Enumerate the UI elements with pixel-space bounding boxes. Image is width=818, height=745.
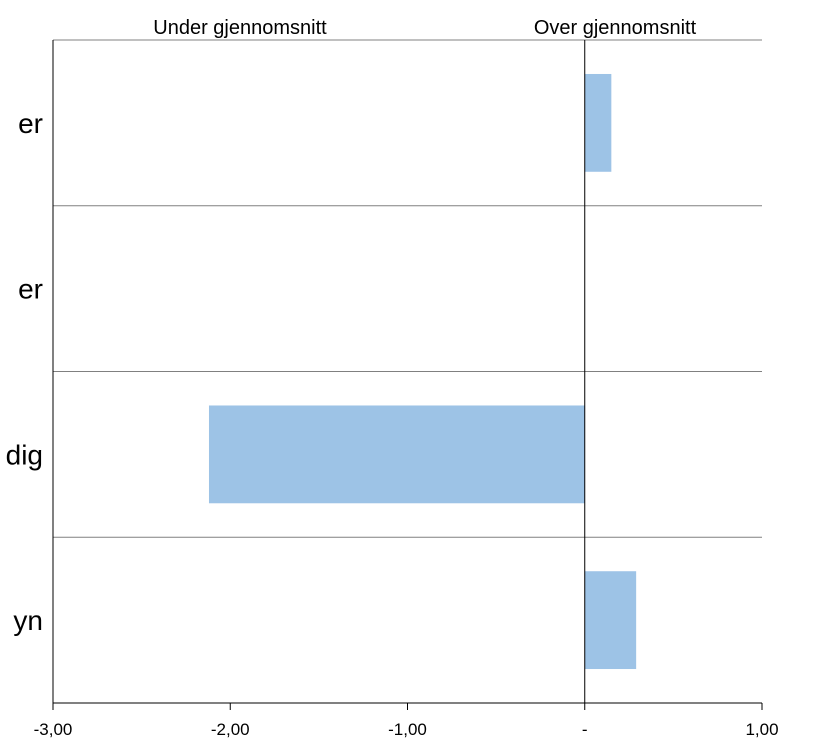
x-tick-label: -3,00 xyxy=(34,720,73,739)
category-label: dig xyxy=(6,439,43,470)
x-ticks: -3,00 -2,00 -1,00-1,00 xyxy=(34,703,779,739)
x-tick-label: - xyxy=(582,720,588,739)
x-tick-label: -2,00 xyxy=(211,720,250,739)
gridlines xyxy=(53,39,762,538)
header-over-average: Over gjennomsnitt xyxy=(534,17,697,39)
category-label: er xyxy=(18,108,43,139)
bar xyxy=(208,405,585,504)
bar xyxy=(584,73,612,172)
x-tick-label: 1,00 xyxy=(745,720,778,739)
header-under-average: Under gjennomsnitt xyxy=(153,17,327,39)
x-tick-label: -1,00 xyxy=(388,720,427,739)
category-label: yn xyxy=(13,605,43,636)
category-labels: er er dig yn xyxy=(6,108,43,636)
category-label: er xyxy=(18,274,43,305)
bars xyxy=(208,73,637,670)
bar xyxy=(584,571,637,670)
